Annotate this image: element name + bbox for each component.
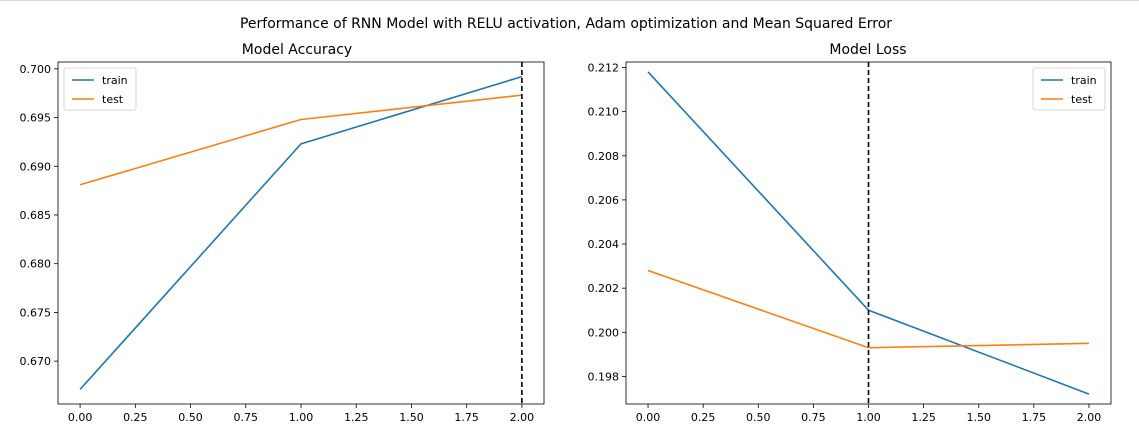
loss-ytick-label: 0.202: [588, 282, 620, 295]
accuracy-chart-title: Model Accuracy: [242, 42, 352, 58]
accuracy-ytick-label: 0.675: [20, 306, 52, 319]
loss-legend-label-train: train: [1071, 74, 1097, 87]
accuracy-legend-label-train: train: [102, 74, 128, 87]
loss-ytick-label: 0.198: [588, 370, 620, 383]
accuracy-axes-frame: [57, 61, 545, 405]
accuracy-xtick-label: 1.25: [344, 411, 369, 424]
accuracy-xtick-label: 2.00: [510, 411, 535, 424]
loss-xtick-label: 2.00: [1077, 411, 1102, 424]
accuracy-xtick-label: 1.00: [289, 411, 314, 424]
top-border: [0, 0, 1139, 1]
loss-ytick-label: 0.210: [588, 106, 620, 119]
loss-xtick-label: 1.00: [856, 411, 881, 424]
loss-ytick-label: 0.204: [588, 238, 620, 251]
accuracy-xtick-label: 0.50: [178, 411, 203, 424]
loss-ytick-label: 0.200: [588, 326, 620, 339]
accuracy-legend: train test: [63, 67, 137, 111]
accuracy-ytick-label: 0.695: [20, 112, 52, 125]
accuracy-ytick-label: 0.690: [20, 160, 52, 173]
accuracy-series-test-line: [79, 94, 522, 186]
accuracy-xtick-label: 0.00: [68, 411, 93, 424]
accuracy-xtick-label: 0.75: [234, 411, 259, 424]
loss-ytick-label: 0.208: [588, 150, 620, 163]
accuracy-ytick-label: 0.685: [20, 209, 52, 222]
loss-xtick-label: 1.25: [911, 411, 936, 424]
accuracy-xtick-label: 1.50: [399, 411, 424, 424]
accuracy-legend-label-test: test: [102, 93, 124, 106]
loss-xtick-label: 0.50: [746, 411, 771, 424]
loss-xtick-label: 1.50: [966, 411, 991, 424]
accuracy-ytick-label: 0.680: [20, 258, 52, 271]
loss-xtick-label: 1.75: [1022, 411, 1047, 424]
loss-xtick-label: 0.00: [636, 411, 661, 424]
accuracy-series-train-line: [79, 75, 523, 390]
loss-legend: train test: [1032, 67, 1106, 111]
accuracy-xtick-label: 0.25: [123, 411, 148, 424]
loss-xtick-label: 0.25: [691, 411, 716, 424]
loss-ytick-label: 0.212: [588, 62, 620, 75]
accuracy-xtick-label: 1.75: [454, 411, 479, 424]
loss-legend-label-test: test: [1071, 93, 1093, 106]
loss-series-test-line: [647, 269, 1089, 349]
loss-xtick-label: 0.75: [801, 411, 826, 424]
accuracy-ytick-label: 0.700: [20, 63, 52, 76]
accuracy-chart: Model Accuracy 0.00 0.25 0.50 0.75 1.00 1.25 1…: [20, 42, 545, 424]
figure-suptitle: Performance of RNN Model with RELU activ…: [240, 16, 892, 32]
loss-chart: Model Loss 0.00 0.25 0.50 0.75 1.00 1.25 1.50 1…: [588, 42, 1112, 424]
loss-ytick-label: 0.206: [588, 194, 620, 207]
accuracy-ytick-label: 0.670: [20, 355, 52, 368]
loss-chart-title: Model Loss: [829, 42, 906, 58]
